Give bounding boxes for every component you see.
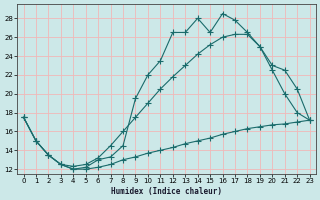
X-axis label: Humidex (Indice chaleur): Humidex (Indice chaleur) <box>111 187 222 196</box>
